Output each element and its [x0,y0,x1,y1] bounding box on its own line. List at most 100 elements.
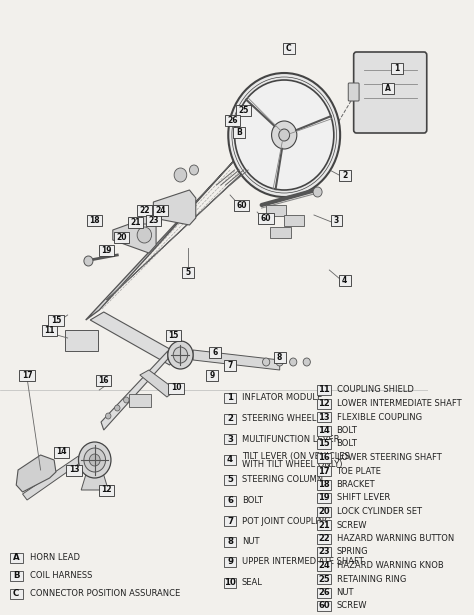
FancyBboxPatch shape [317,426,331,435]
Text: B: B [13,571,19,581]
Text: BOLT: BOLT [337,440,357,448]
FancyBboxPatch shape [224,360,236,370]
FancyBboxPatch shape [317,533,331,544]
FancyBboxPatch shape [283,42,294,54]
Circle shape [263,358,270,366]
FancyBboxPatch shape [317,466,331,476]
FancyBboxPatch shape [317,587,331,598]
Text: 2: 2 [227,414,233,423]
Text: COUPLING SHIELD: COUPLING SHIELD [337,386,413,394]
FancyBboxPatch shape [10,589,23,599]
Text: 5: 5 [185,268,190,277]
FancyBboxPatch shape [339,170,350,180]
Text: TILT LEVER (ON VEHICLES: TILT LEVER (ON VEHICLES [242,451,349,461]
Circle shape [276,358,283,366]
FancyBboxPatch shape [87,215,102,226]
Circle shape [290,358,297,366]
FancyBboxPatch shape [54,446,69,458]
Text: 20: 20 [318,507,330,516]
FancyBboxPatch shape [391,63,403,74]
Polygon shape [86,160,235,320]
FancyBboxPatch shape [99,245,114,255]
Polygon shape [90,312,181,365]
Circle shape [173,347,188,363]
Polygon shape [154,190,196,225]
FancyBboxPatch shape [10,553,23,563]
FancyBboxPatch shape [48,314,64,325]
Circle shape [168,341,193,369]
Circle shape [313,187,322,197]
FancyBboxPatch shape [317,520,331,530]
FancyBboxPatch shape [224,434,237,444]
Text: A: A [13,554,19,563]
Circle shape [115,405,120,411]
Text: 6: 6 [227,496,233,505]
Text: SHIFT LEVER: SHIFT LEVER [337,493,390,502]
Polygon shape [81,475,108,490]
FancyBboxPatch shape [225,114,240,125]
Text: 3: 3 [334,215,339,224]
Text: 4: 4 [342,276,347,285]
FancyBboxPatch shape [206,370,218,381]
Text: A: A [385,84,391,92]
FancyBboxPatch shape [128,216,143,228]
Text: STEERING WHEEL: STEERING WHEEL [242,414,316,423]
FancyBboxPatch shape [317,560,331,571]
Text: COIL HARNESS: COIL HARNESS [30,571,92,581]
Text: 11: 11 [318,386,330,394]
FancyBboxPatch shape [317,480,331,490]
Circle shape [279,129,290,141]
Polygon shape [140,370,176,397]
Text: 23: 23 [148,215,159,224]
Text: 18: 18 [318,480,330,489]
FancyBboxPatch shape [153,205,168,215]
FancyBboxPatch shape [224,393,237,403]
Text: 6: 6 [212,347,218,357]
Text: 26: 26 [318,588,330,597]
Text: SPRING: SPRING [337,547,368,557]
FancyBboxPatch shape [66,464,82,475]
Text: RETAINING RING: RETAINING RING [337,574,406,584]
Text: 8: 8 [277,352,283,362]
Text: HAZARD WARNING BUTTON: HAZARD WARNING BUTTON [337,534,454,543]
FancyBboxPatch shape [224,557,237,567]
Circle shape [79,442,111,478]
Circle shape [137,227,152,243]
Text: 15: 15 [168,330,178,339]
Text: MULTIFUNCTION LEVER: MULTIFUNCTION LEVER [242,435,339,443]
FancyBboxPatch shape [274,352,285,362]
Text: 10: 10 [171,384,181,392]
Text: BOLT: BOLT [337,426,357,435]
FancyBboxPatch shape [224,454,237,464]
FancyBboxPatch shape [382,82,394,93]
FancyBboxPatch shape [233,127,245,138]
FancyBboxPatch shape [114,231,129,242]
FancyBboxPatch shape [10,571,23,581]
Text: LOWER INTERMEDIATE SHAFT: LOWER INTERMEDIATE SHAFT [337,399,461,408]
Text: 9: 9 [210,370,215,379]
Text: 14: 14 [56,448,67,456]
Text: 2: 2 [342,170,347,180]
Text: 7: 7 [227,517,233,525]
Circle shape [84,256,93,266]
FancyBboxPatch shape [317,601,331,611]
Text: 4: 4 [227,455,233,464]
Text: 3: 3 [227,435,233,443]
FancyBboxPatch shape [165,330,181,341]
Text: LOCK CYLINDER SET: LOCK CYLINDER SET [337,507,421,516]
Text: 12: 12 [101,485,112,494]
Text: SCREW: SCREW [337,520,367,530]
Text: HAZARD WARNING KNOB: HAZARD WARNING KNOB [337,561,443,570]
FancyBboxPatch shape [146,215,161,226]
Text: 11: 11 [45,325,55,335]
FancyBboxPatch shape [42,325,57,336]
Text: 22: 22 [318,534,330,543]
Polygon shape [193,350,280,370]
Text: C: C [13,590,19,598]
Text: STEERING COLUMN: STEERING COLUMN [242,475,323,485]
FancyBboxPatch shape [182,266,193,277]
FancyBboxPatch shape [339,274,350,285]
Polygon shape [113,217,156,253]
FancyBboxPatch shape [258,213,274,223]
Text: POT JOINT COUPLING: POT JOINT COUPLING [242,517,330,525]
